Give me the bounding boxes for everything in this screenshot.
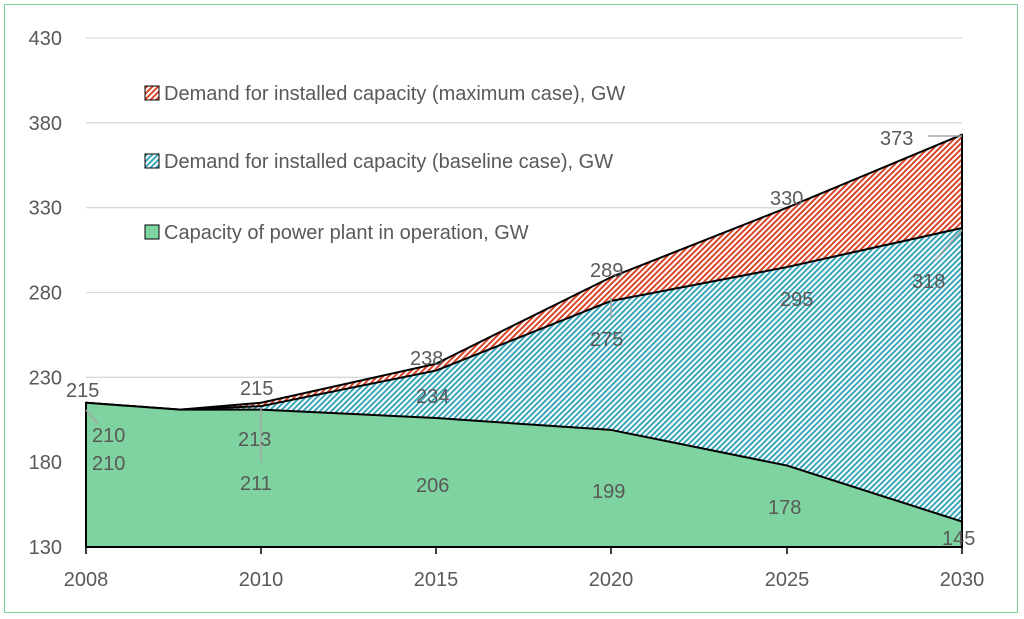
data-label: 234 [416, 386, 449, 408]
data-label: 178 [768, 497, 801, 519]
x-tick-label: 2008 [64, 569, 109, 591]
data-label: 215 [240, 378, 273, 400]
y-tick-label: 280 [29, 283, 62, 305]
data-label: 206 [416, 475, 449, 497]
x-tick-label: 2025 [765, 569, 810, 591]
data-label: 210 [92, 425, 125, 447]
data-label: 199 [592, 481, 625, 503]
y-tick-label: 330 [29, 198, 62, 220]
leader-line [85, 409, 99, 425]
y-tick-label: 430 [29, 28, 62, 50]
legend-swatch [144, 153, 160, 169]
data-label: 275 [590, 329, 623, 351]
data-label: 238 [410, 348, 443, 370]
y-tick-label: 180 [29, 452, 62, 474]
data-label: 330 [770, 188, 803, 210]
x-tick-label: 2020 [589, 569, 634, 591]
data-label: 215 [66, 380, 99, 402]
area-series-3 [85, 401, 963, 548]
data-label: 145 [942, 528, 975, 550]
data-labels: 215 210 210 215 213 211 238 234 206 289 275 199 330 2… [66, 128, 975, 550]
x-tick-label: 2030 [940, 569, 985, 591]
data-label: 213 [238, 429, 271, 451]
x-tick-label: 2010 [239, 569, 284, 591]
data-label: 295 [780, 289, 813, 311]
data-label: 210 [92, 453, 125, 475]
area-series [85, 133, 963, 548]
leader-line [934, 229, 963, 261]
legend-swatch [144, 224, 160, 240]
data-label: 211 [240, 473, 272, 495]
data-label: 318 [912, 271, 945, 293]
x-tick-label: 2015 [414, 569, 459, 591]
y-tick-label: 380 [29, 113, 62, 135]
legend-label: Capacity of power plant in operation, GW [164, 222, 529, 244]
data-label: 289 [590, 260, 623, 282]
legend-label: Demand for installed capacity (baseline … [164, 151, 613, 173]
y-tick-label: 230 [29, 367, 62, 389]
label-leader-lines [85, 135, 963, 462]
legend: Demand for installed capacity (maximum c… [144, 83, 625, 244]
axes: 130 180 230 280 330 380 430 2008 2010 2015 2020 202… [29, 28, 985, 591]
legend-swatch [144, 85, 160, 101]
legend-label: Demand for installed capacity (maximum c… [164, 83, 625, 105]
y-tick-label: 130 [29, 537, 62, 559]
data-label: 373 [880, 128, 913, 150]
